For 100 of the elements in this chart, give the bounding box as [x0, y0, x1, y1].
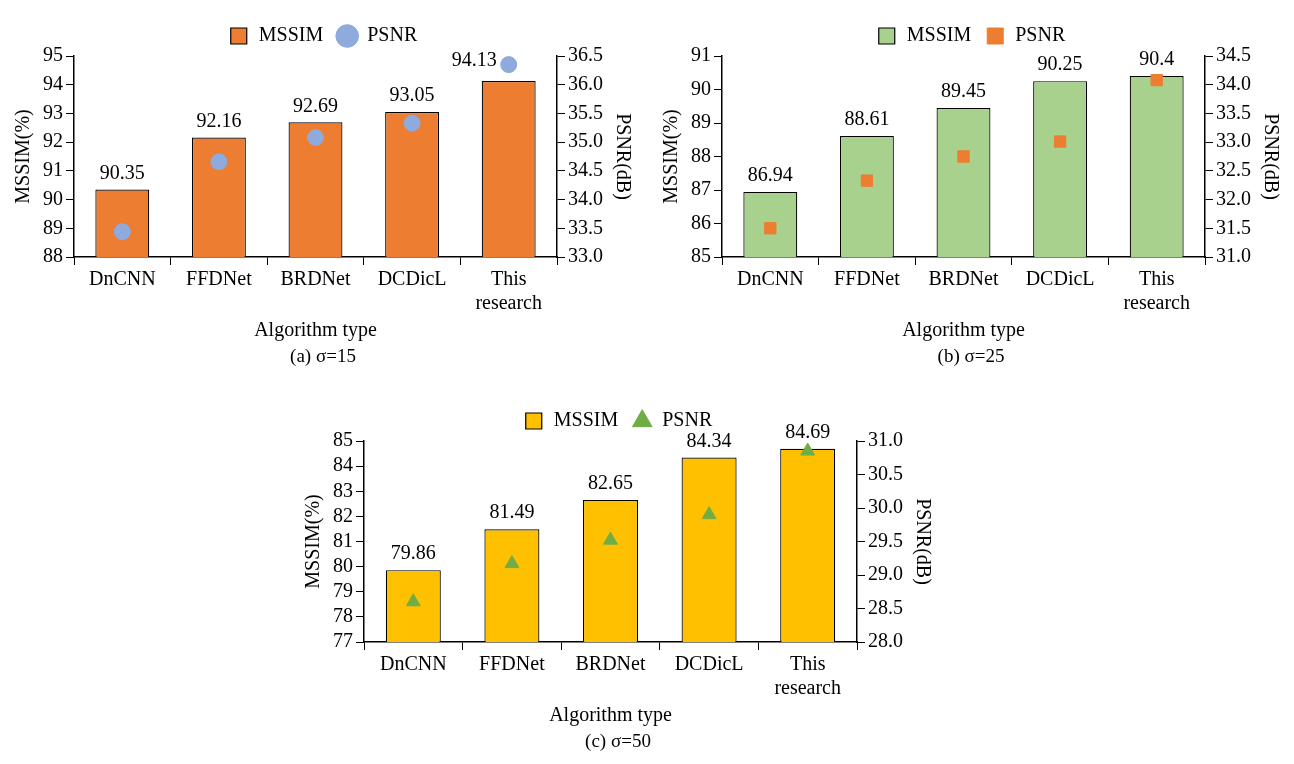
legend-label: PSNR — [1015, 23, 1066, 46]
y2-tick-label: 30.5 — [868, 461, 903, 484]
y2-tick-label: 32.0 — [1216, 186, 1251, 209]
y2-tick-label: 33.5 — [568, 215, 603, 238]
point — [403, 114, 421, 132]
y-tick-label: 89 — [691, 110, 711, 133]
point — [957, 150, 970, 163]
data-label: 82.65 — [588, 471, 633, 494]
x-tick-label: FFDNet — [834, 267, 901, 290]
data-label: 90.25 — [1037, 52, 1083, 75]
y2-tick-label: 33.0 — [1216, 129, 1251, 152]
y-tick-label: 80 — [333, 553, 353, 576]
legend-label: MSSIM — [553, 408, 619, 431]
x-tick-label: FFDNet — [186, 267, 253, 290]
text: (b) σ=25 — [936, 345, 1006, 367]
y-tick-label: 95 — [43, 43, 63, 66]
y2-tick-label: 30.0 — [868, 495, 903, 518]
x-tick-label: BRDNet — [575, 652, 646, 675]
y2-axis-title: PSNR(dB) — [911, 498, 935, 585]
y2-tick-label: 29.5 — [868, 528, 903, 551]
y2-tick-label: 35.5 — [568, 100, 603, 123]
y2-tick-label: 34.5 — [568, 158, 603, 181]
legend-label: MSSIM — [258, 23, 324, 46]
data-label: 89.45 — [941, 79, 986, 102]
y2-tick-label: 31.0 — [868, 428, 903, 451]
data-label: 90.4 — [1139, 47, 1175, 70]
y-axis-title: MSSIM(%) — [659, 109, 683, 204]
legend-label: PSNR — [367, 23, 418, 46]
y-tick-label: 78 — [333, 604, 353, 627]
x-tick-label: DnCNN — [379, 652, 447, 675]
y2-tick-label: 36.0 — [568, 71, 603, 94]
y-tick-label: 90 — [691, 76, 711, 99]
x-tick-label: BRDNet — [928, 267, 999, 290]
y-tick-label: 89 — [43, 215, 63, 238]
y2-tick-label: 31.0 — [1216, 244, 1251, 267]
y-tick-label: 93 — [43, 100, 63, 123]
point — [307, 129, 324, 147]
point — [405, 593, 421, 607]
x-tick-label: BRDNet — [280, 267, 351, 290]
data-label: 90.35 — [99, 160, 145, 183]
point — [504, 555, 520, 569]
y-tick-label: 92 — [43, 129, 63, 152]
y2-tick-label: 33.5 — [1216, 100, 1251, 123]
y2-tick-label: 31.5 — [1216, 215, 1251, 238]
y2-tick-label: 34.0 — [568, 186, 603, 209]
legend-label: MSSIM — [906, 23, 972, 46]
data-label: 92.16 — [196, 108, 242, 131]
y-tick-label: 91 — [691, 43, 711, 66]
y2-tick-label: 34.5 — [1216, 43, 1251, 66]
y-tick-label: 77 — [333, 629, 353, 652]
point — [500, 56, 518, 74]
point — [210, 153, 228, 171]
data-label: 94.13 — [451, 48, 497, 71]
text: (c) σ=50 — [584, 730, 652, 752]
y2-tick-label: 28.5 — [868, 595, 903, 618]
data-label: 84.69 — [785, 420, 831, 443]
point — [860, 174, 874, 187]
y2-tick-label: 36.5 — [568, 43, 603, 66]
point — [603, 531, 618, 545]
legend-label: PSNR — [662, 408, 713, 431]
y-tick-label: 88 — [691, 143, 711, 166]
y-tick-label: 81 — [333, 528, 353, 551]
x-tick-label: DCDicL — [377, 267, 447, 290]
x-tick-label: This research — [774, 652, 842, 699]
y2-tick-label: 34.0 — [1216, 71, 1251, 94]
y2-tick-label: 28.0 — [868, 629, 903, 652]
x-tick-label: DnCNN — [736, 267, 804, 290]
y2-tick-label: 29.0 — [868, 562, 903, 585]
point — [800, 442, 816, 456]
x-axis-title: Algorithm type — [902, 318, 1025, 342]
x-tick-label: This research — [1123, 267, 1191, 314]
text: (a) σ=15 — [289, 345, 357, 367]
y-tick-label: 79 — [333, 579, 353, 601]
x-tick-label: FFDNet — [479, 652, 546, 675]
y-axis-title: MSSIM(%) — [11, 109, 35, 204]
data-label: 86.94 — [747, 163, 793, 186]
y-tick-label: 94 — [43, 71, 63, 94]
y2-tick-label: 32.5 — [1216, 158, 1251, 181]
y-tick-label: 86 — [691, 210, 711, 233]
x-tick-label: DnCNN — [88, 267, 156, 290]
data-label: 81.49 — [489, 500, 535, 523]
x-tick-label: This research — [475, 267, 543, 314]
x-axis-title: Algorithm type — [549, 703, 672, 727]
y-tick-label: 84 — [333, 453, 353, 476]
data-label: 84.34 — [686, 428, 732, 451]
point — [701, 506, 717, 520]
y2-tick-label: 35.0 — [568, 129, 603, 152]
point — [1150, 73, 1163, 87]
data-label: 93.05 — [389, 83, 435, 106]
y-tick-label: 85 — [333, 428, 353, 451]
y2-axis-title: PSNR(dB) — [611, 113, 635, 200]
x-tick-label: DCDicL — [674, 652, 744, 675]
y-tick-label: 90 — [43, 186, 63, 209]
x-tick-label: DCDicL — [1025, 267, 1095, 290]
y2-tick-label: 33.0 — [568, 244, 603, 267]
y-tick-label: 88 — [43, 244, 63, 267]
y-tick-label: 83 — [333, 478, 353, 501]
y2-axis-title: PSNR(dB) — [1259, 113, 1283, 200]
x-axis-title: Algorithm type — [254, 318, 377, 342]
point — [764, 222, 777, 235]
